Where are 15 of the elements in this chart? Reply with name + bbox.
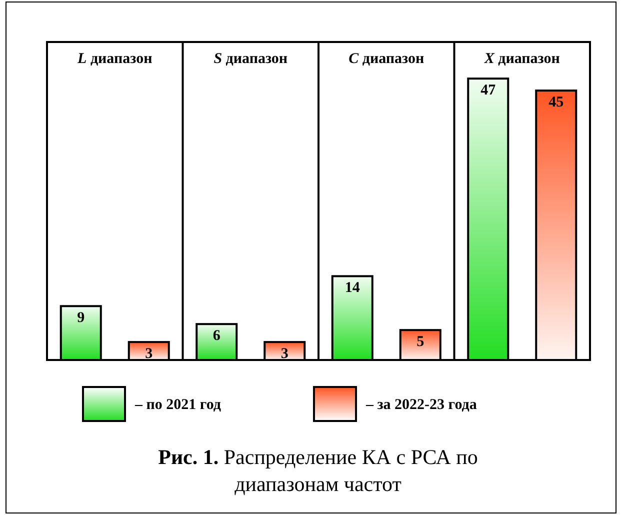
legend-label: – по 2021 год (134, 397, 222, 413)
data-label: 6 (212, 328, 221, 344)
data-label: 45 (548, 94, 564, 111)
legend-label: – за 2022-23 года (365, 397, 478, 413)
data-label: 3 (145, 346, 153, 362)
x-tick-label: X диапазон (483, 51, 560, 67)
x-tick-label: C диапазон (348, 51, 424, 67)
data-label: 47 (480, 82, 496, 99)
data-label: 3 (280, 346, 288, 362)
data-label: 5 (416, 334, 424, 350)
x-tick-label: S диапазон (214, 51, 288, 67)
data-label: 9 (77, 310, 85, 326)
text: Рис. 1. Распределение КА с РСА по диапазонам частот (158, 445, 478, 496)
x-tick-label: L диапазон (76, 51, 153, 67)
data-label: 14 (344, 280, 360, 296)
